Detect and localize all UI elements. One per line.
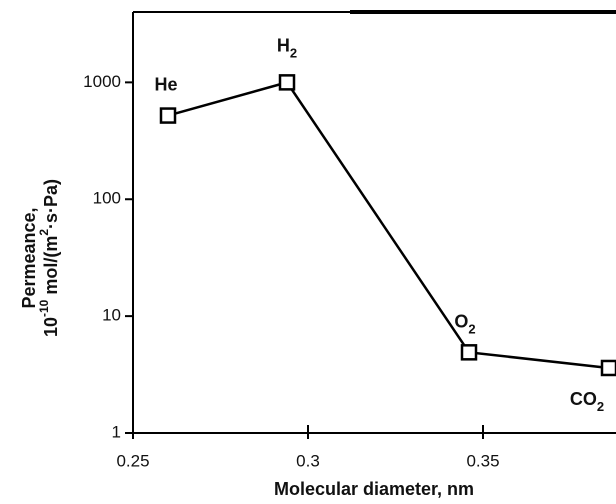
marker — [460, 344, 478, 361]
y-title-part: mol/(m — [41, 236, 61, 300]
point-label-sub: 2 — [290, 45, 297, 60]
x-tick-label: 0.3 — [296, 451, 320, 470]
y-title-line: Permeance, — [19, 207, 39, 308]
point-label-base: O — [454, 311, 468, 331]
data-line — [167, 80, 610, 370]
x-axis-title: Molecular diameter, nm — [274, 479, 474, 499]
y-title-part: 10 — [41, 317, 61, 337]
marker — [278, 74, 296, 91]
y-title-line: 10-10 mol/(m2·s·Pa) — [37, 179, 61, 337]
point-label: O2 — [454, 311, 475, 336]
y-tick-label: 100 — [93, 189, 121, 208]
marker — [159, 107, 177, 124]
point-label-sub: 2 — [468, 321, 475, 336]
y-axis-title: Permeance, 10-10 mol/(m2·s·Pa) — [19, 179, 61, 337]
y-tick-label: 1000 — [83, 72, 121, 91]
y-title-part: ·s·Pa) — [41, 179, 61, 229]
marker — [600, 359, 616, 377]
y-title-part: 2 — [37, 229, 51, 236]
point-label-sub: 2 — [597, 399, 604, 414]
point-label: He — [154, 74, 177, 94]
x-tick-label: 0.25 — [116, 451, 149, 470]
point-label: H2 — [277, 35, 297, 60]
point-label-base: H — [277, 35, 290, 55]
point-label-base: CO — [570, 389, 597, 409]
y-title-part: -10 — [37, 299, 51, 317]
y-tick-label: 10 — [102, 306, 121, 325]
point-label-base: He — [154, 74, 177, 94]
point-label: CO2 — [570, 389, 604, 414]
y-tick-label: 1 — [112, 422, 121, 441]
x-tick-label: 0.35 — [466, 451, 499, 470]
